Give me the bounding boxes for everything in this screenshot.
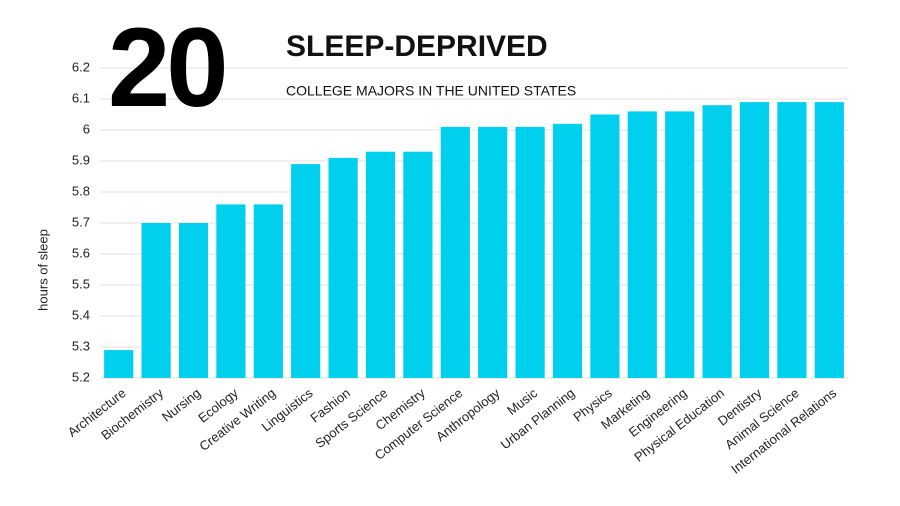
y-tick-label: 5.4 [72,307,90,322]
bar [253,204,283,378]
y-axis-label: hours of sleep [35,229,50,311]
bar [702,105,732,378]
bar [478,126,508,379]
y-tick-label: 6 [83,121,90,136]
bar [590,114,620,378]
bar [216,204,246,378]
bar [141,223,171,378]
bar [627,111,657,379]
y-tick-label: 5.9 [72,152,90,167]
y-tick-label: 5.5 [72,276,90,291]
bar [328,157,358,378]
bar [104,350,134,378]
bar [291,164,321,378]
bar [665,111,695,379]
y-tick-label: 5.8 [72,183,90,198]
x-tick-label: Nursing [159,385,204,424]
y-tick-label: 5.3 [72,338,90,353]
bar [178,223,209,378]
bar [403,151,433,378]
y-tick-label: 5.7 [72,214,90,229]
y-tick-label: 6.1 [72,90,90,105]
bar [440,126,470,379]
chart-subtitle: COLLEGE MAJORS IN THE UNITED STATES [286,83,576,99]
bar [814,102,844,378]
bar [552,123,583,378]
y-tick-label: 6.2 [72,59,90,74]
y-tick-label: 5.6 [72,245,90,260]
bar [777,102,807,378]
y-tick-label: 5.2 [72,369,90,384]
bar [515,126,545,379]
headline-number: 20 [108,5,225,130]
bar [365,151,396,378]
chart-title: SLEEP-DEPRIVED [286,30,548,63]
bar [739,102,770,378]
